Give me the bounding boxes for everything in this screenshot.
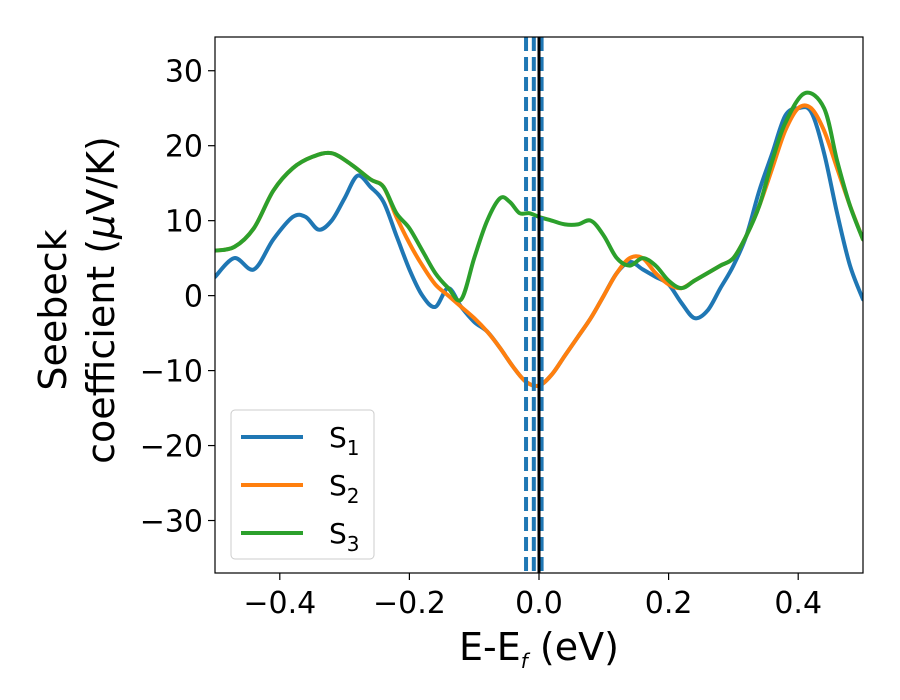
y-tick-label: 20 xyxy=(165,130,203,165)
legend-label-s2: S2 xyxy=(329,469,360,508)
x-tick-label: −0.4 xyxy=(243,586,316,621)
y-axis-title-line1: Seebeck xyxy=(31,229,75,390)
x-tick-label: 0.2 xyxy=(645,586,693,621)
y-axis-title: Seebeck coefficient (μV/K) xyxy=(31,136,123,464)
legend-label-s3: S3 xyxy=(329,517,360,556)
x-tick-label: 0.4 xyxy=(774,586,822,621)
legend: S1 S2 S3 xyxy=(230,409,375,560)
x-tick-label: −0.2 xyxy=(373,586,446,621)
y-tick-label: 0 xyxy=(184,280,203,315)
y-tick-label: −10 xyxy=(140,355,203,390)
x-axis-title: E-Ef (eV) xyxy=(459,625,619,673)
y-tick-label: −30 xyxy=(140,505,203,540)
axis-ticks: −0.4 −0.2 0.0 0.2 0.4 −30 −20 −10 0 10 20 30 xyxy=(140,55,822,621)
y-tick-label: 30 xyxy=(165,55,203,90)
series-lines xyxy=(215,90,863,388)
y-tick-label: 10 xyxy=(165,205,203,240)
series-line-s3 xyxy=(215,90,863,303)
x-tick-label: 0.0 xyxy=(515,586,563,621)
reference-lines xyxy=(524,37,544,573)
legend-label-s1: S1 xyxy=(329,421,360,460)
y-axis-title-line2: coefficient (μV/K) xyxy=(79,136,123,464)
y-tick-label: −20 xyxy=(140,430,203,465)
